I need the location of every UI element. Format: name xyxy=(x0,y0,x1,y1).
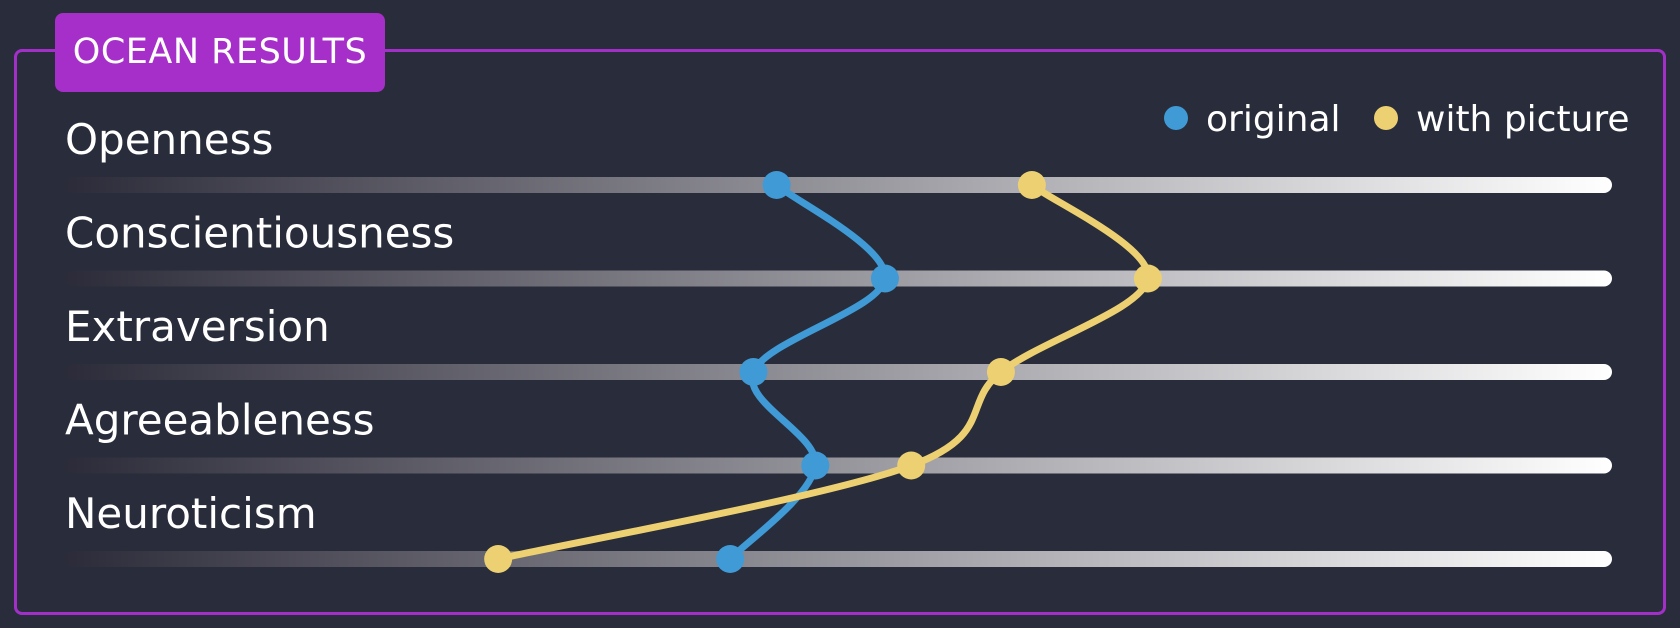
point-with-picture-extraversion xyxy=(986,358,1015,386)
point-original-agreeableness xyxy=(801,451,830,480)
chart-legend: original with picture xyxy=(1164,99,1630,140)
panel-title: OCEAN RESULTS xyxy=(55,13,385,92)
track-conscientiousness xyxy=(65,270,1612,287)
trait-label-agreeableness: Agreeableness xyxy=(65,396,375,445)
point-original-neuroticism xyxy=(716,545,745,573)
track-neuroticism xyxy=(65,551,1612,567)
legend-dot-original xyxy=(1164,106,1188,130)
series-points xyxy=(484,171,1162,573)
trait-tracks xyxy=(65,177,1612,567)
trait-label-conscientiousness: Conscientiousness xyxy=(65,209,454,258)
series-line-with-picture xyxy=(494,181,1152,563)
point-with-picture-agreeableness xyxy=(897,451,926,480)
track-openness xyxy=(65,177,1612,193)
track-agreeableness xyxy=(65,457,1612,474)
trait-label-openness: Openness xyxy=(65,115,273,164)
trait-label-neuroticism: Neuroticism xyxy=(65,489,317,538)
point-original-conscientiousness xyxy=(870,264,899,293)
legend-dot-with-picture xyxy=(1374,106,1398,130)
track-extraversion xyxy=(65,364,1612,380)
legend-label-with-picture: with picture xyxy=(1416,99,1630,140)
point-with-picture-neuroticism xyxy=(484,545,513,573)
trait-label-extraversion: Extraversion xyxy=(65,302,330,351)
point-with-picture-conscientiousness xyxy=(1133,264,1162,293)
point-original-extraversion xyxy=(739,358,768,386)
point-with-picture-openness xyxy=(1017,171,1046,199)
trait-labels: Openness Conscientiousness Extraversion Agr… xyxy=(65,115,454,538)
ocean-results-panel xyxy=(14,49,1666,615)
point-original-openness xyxy=(762,171,791,199)
legend-label-original: original xyxy=(1206,99,1341,140)
